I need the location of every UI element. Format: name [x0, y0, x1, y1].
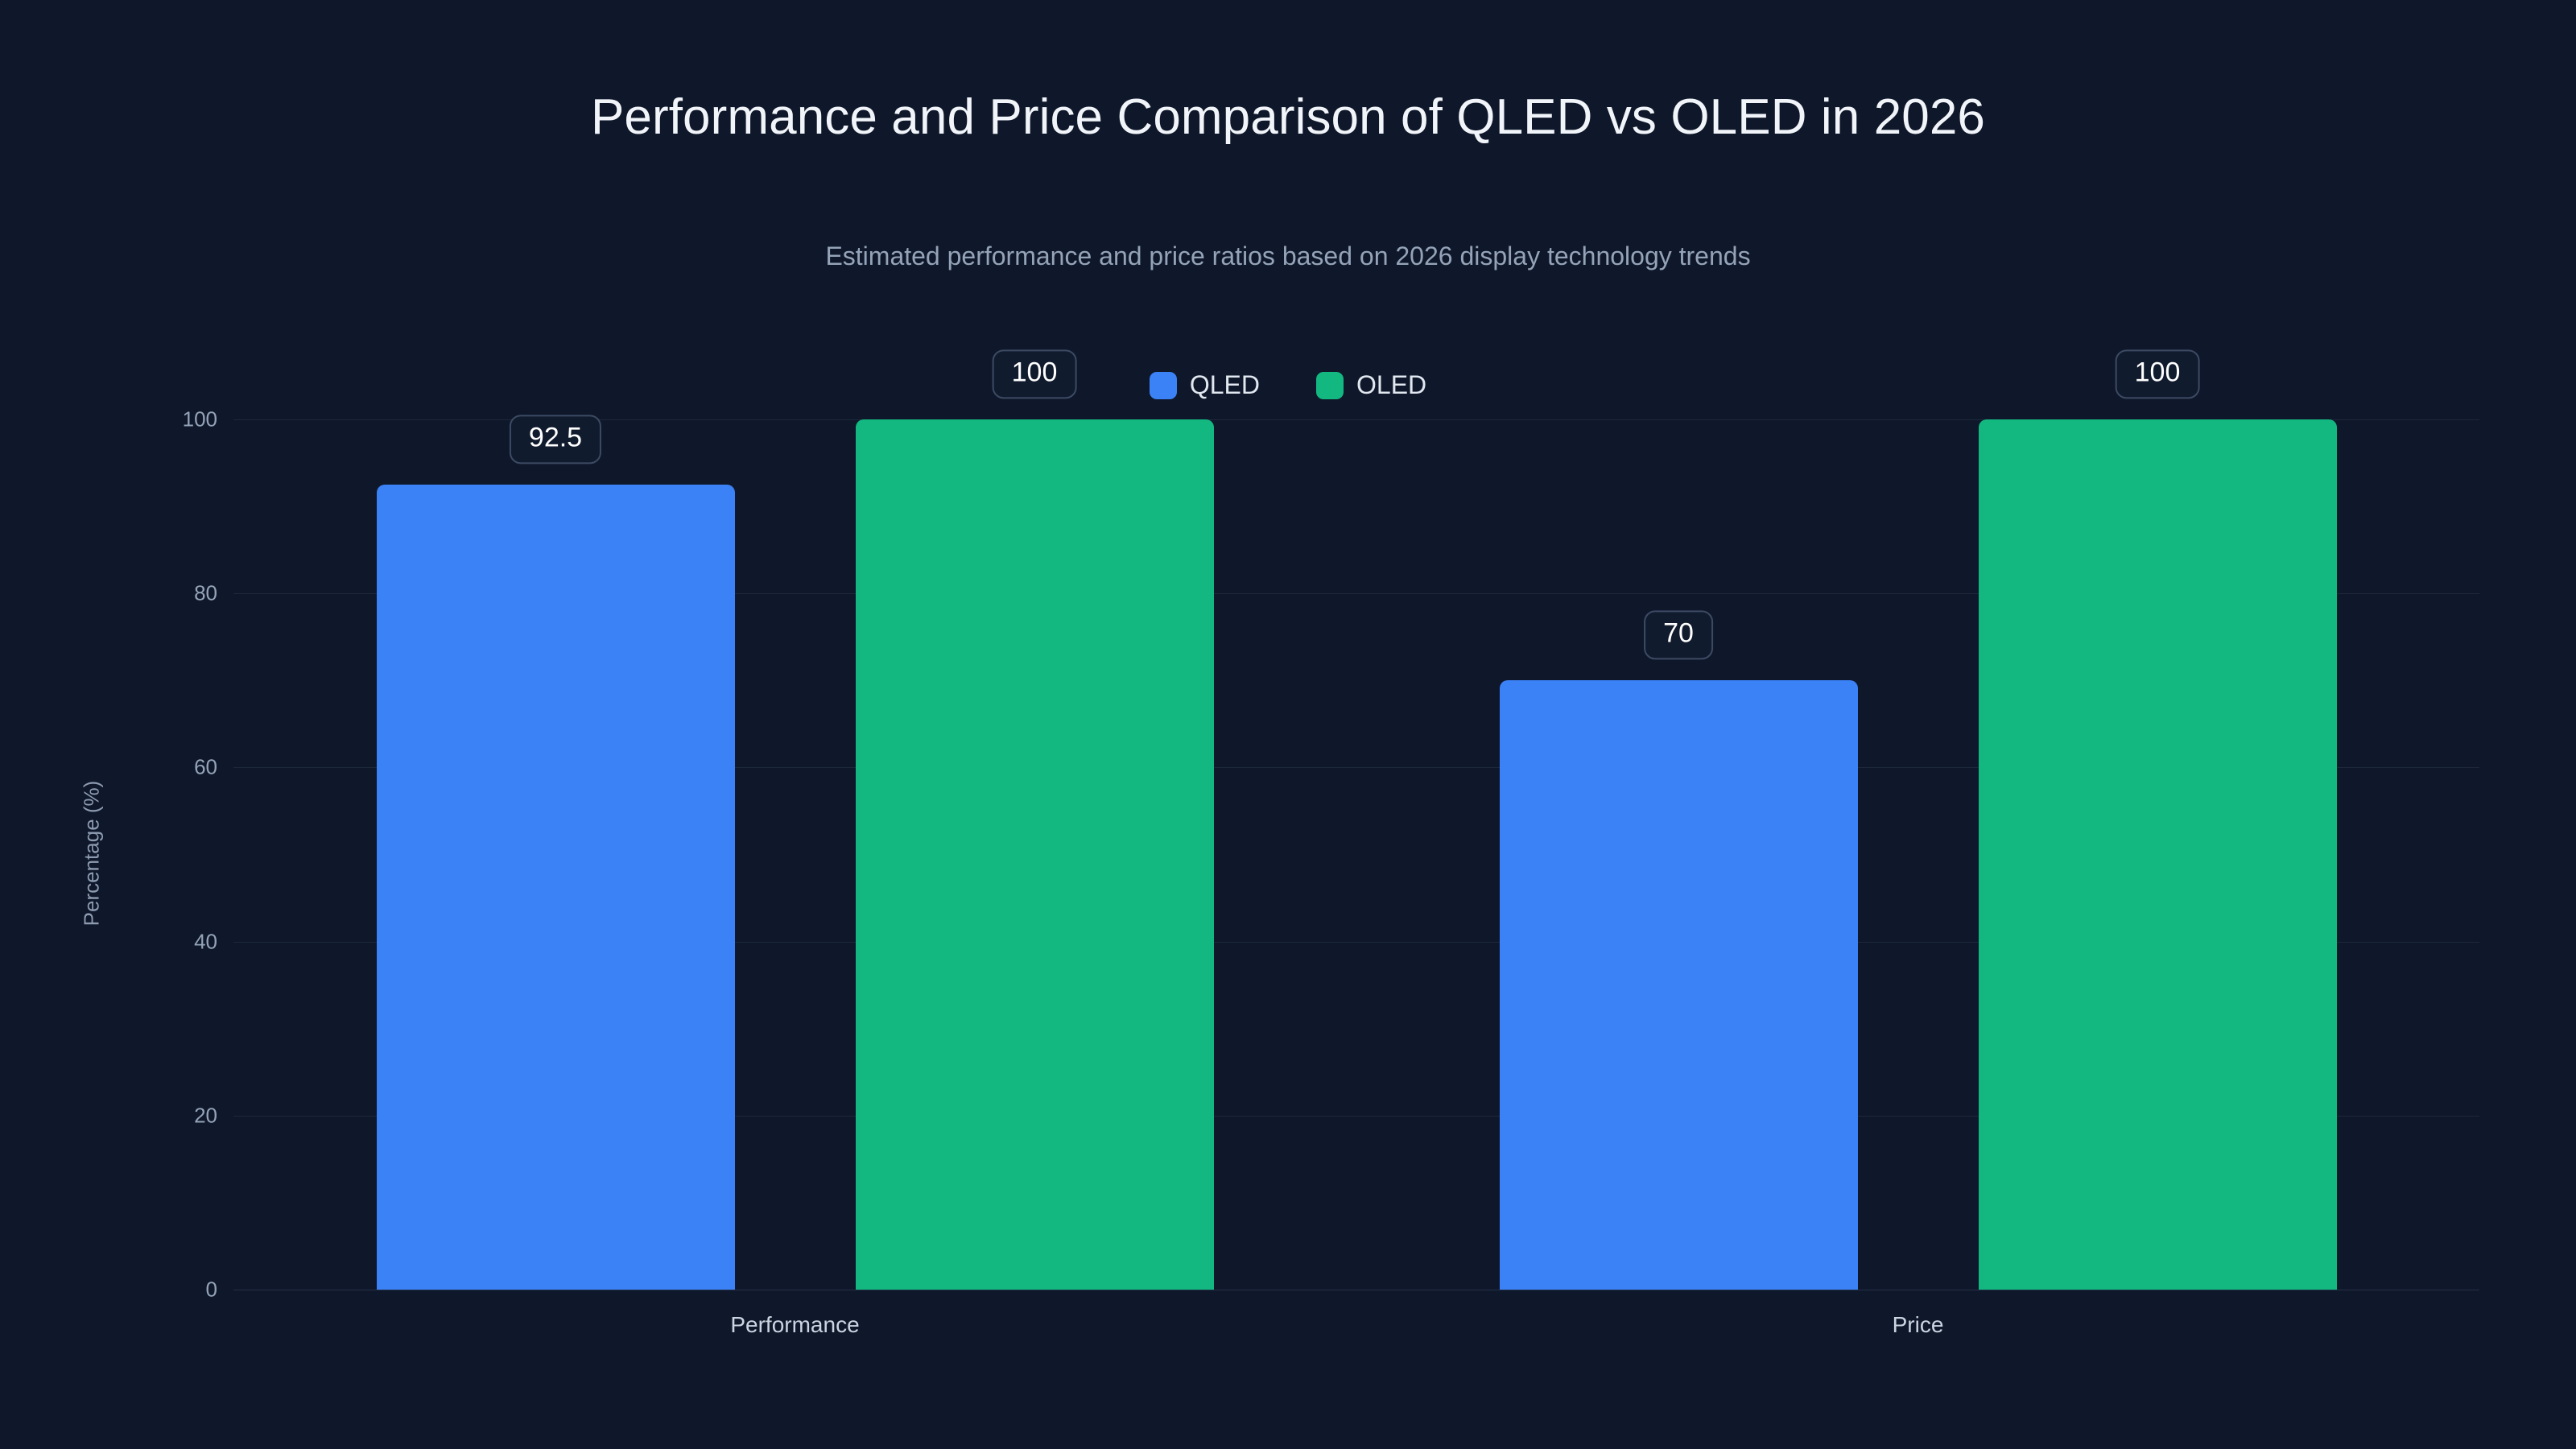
x-axis-tick-label: Price	[1892, 1312, 1944, 1337]
x-axis-tick-labels: Performance Price	[233, 1312, 2479, 1360]
legend-item-qled[interactable]: QLED	[1149, 370, 1260, 400]
x-axis-tick-label: Performance	[730, 1312, 860, 1337]
rounded-square-swatch	[1316, 371, 1344, 399]
legend-item-label: QLED	[1189, 370, 1260, 399]
gridline	[233, 1115, 2479, 1117]
rounded-square-swatch	[1149, 371, 1177, 399]
y-axis-title: Percentage (%)	[79, 780, 104, 927]
legend-item-label: OLED	[1356, 370, 1427, 399]
y-axis-tick-label: 0	[205, 1277, 217, 1302]
bar-value-label: 100	[992, 349, 1077, 398]
y-axis-tick-label: 60	[194, 754, 217, 779]
chart-title: Performance and Price Comparison of QLED…	[590, 89, 1986, 145]
bar-oled-price[interactable]	[1978, 419, 2337, 1290]
bar-value-label: 70	[1644, 610, 1713, 660]
y-axis-tick-label: 100	[182, 407, 217, 431]
y-axis-tick-label: 40	[194, 929, 217, 954]
y-axis-tick-label: 20	[194, 1103, 217, 1128]
legend-item-oled[interactable]: OLED	[1316, 370, 1426, 400]
bar-value-label: 100	[2115, 349, 2200, 398]
bar-value-label: 92.5	[509, 415, 602, 464]
plot-area: 92.5 100 70 100	[233, 349, 2479, 1290]
bar-qled-price[interactable]	[1499, 680, 1858, 1290]
gridline	[233, 593, 2479, 595]
gridline	[233, 941, 2479, 943]
gridline	[233, 767, 2479, 769]
chart-legend: QLED OLED	[0, 370, 2576, 400]
y-axis-tick-labels: 0 20 40 60 80 100	[153, 407, 217, 1302]
y-axis-tick-label: 80	[194, 580, 217, 605]
bar-oled-performance[interactable]	[855, 419, 1214, 1290]
chart-subtitle: Estimated performance and price ratios b…	[825, 242, 1751, 270]
gridline	[233, 419, 2479, 420]
bar-qled-performance[interactable]	[376, 485, 735, 1290]
